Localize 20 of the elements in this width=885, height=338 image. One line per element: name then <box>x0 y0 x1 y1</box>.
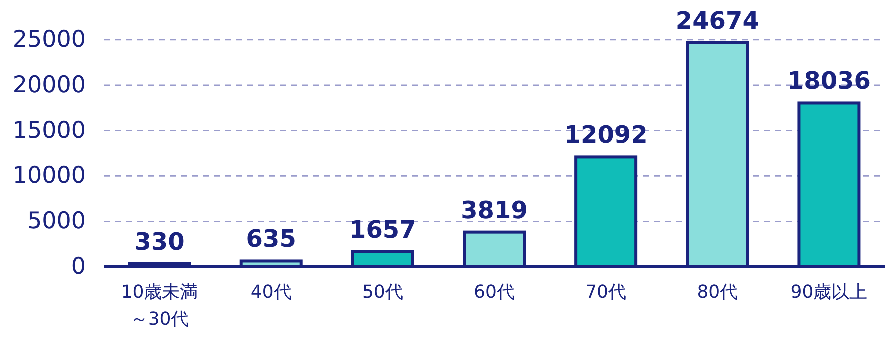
data-label: 24674 <box>676 6 760 35</box>
x-tick-label: 80代 <box>697 282 738 303</box>
data-label: 330 <box>134 228 185 256</box>
x-tick-label: 70代 <box>586 282 627 303</box>
data-label: 635 <box>246 225 296 254</box>
y-tick-label: 15000 <box>12 118 86 144</box>
y-tick-label: 0 <box>71 254 86 280</box>
data-label: 18036 <box>787 67 871 96</box>
data-label: 12092 <box>564 121 648 150</box>
y-tick-label: 25000 <box>12 27 86 53</box>
x-tick-label: 90歳以上 <box>790 282 868 303</box>
y-tick-label: 10000 <box>12 163 86 190</box>
x-tick-label: 60代 <box>474 282 515 303</box>
data-label: 1657 <box>350 216 416 244</box>
y-tick-label: 5000 <box>27 208 86 235</box>
x-tick-label: 10歳未満～30代 <box>121 282 198 330</box>
data-label: 3819 <box>461 196 528 224</box>
y-tick-label: 20000 <box>12 72 86 98</box>
x-tick-label: 50代 <box>362 282 404 303</box>
x-tick-label: 40代 <box>250 282 292 303</box>
